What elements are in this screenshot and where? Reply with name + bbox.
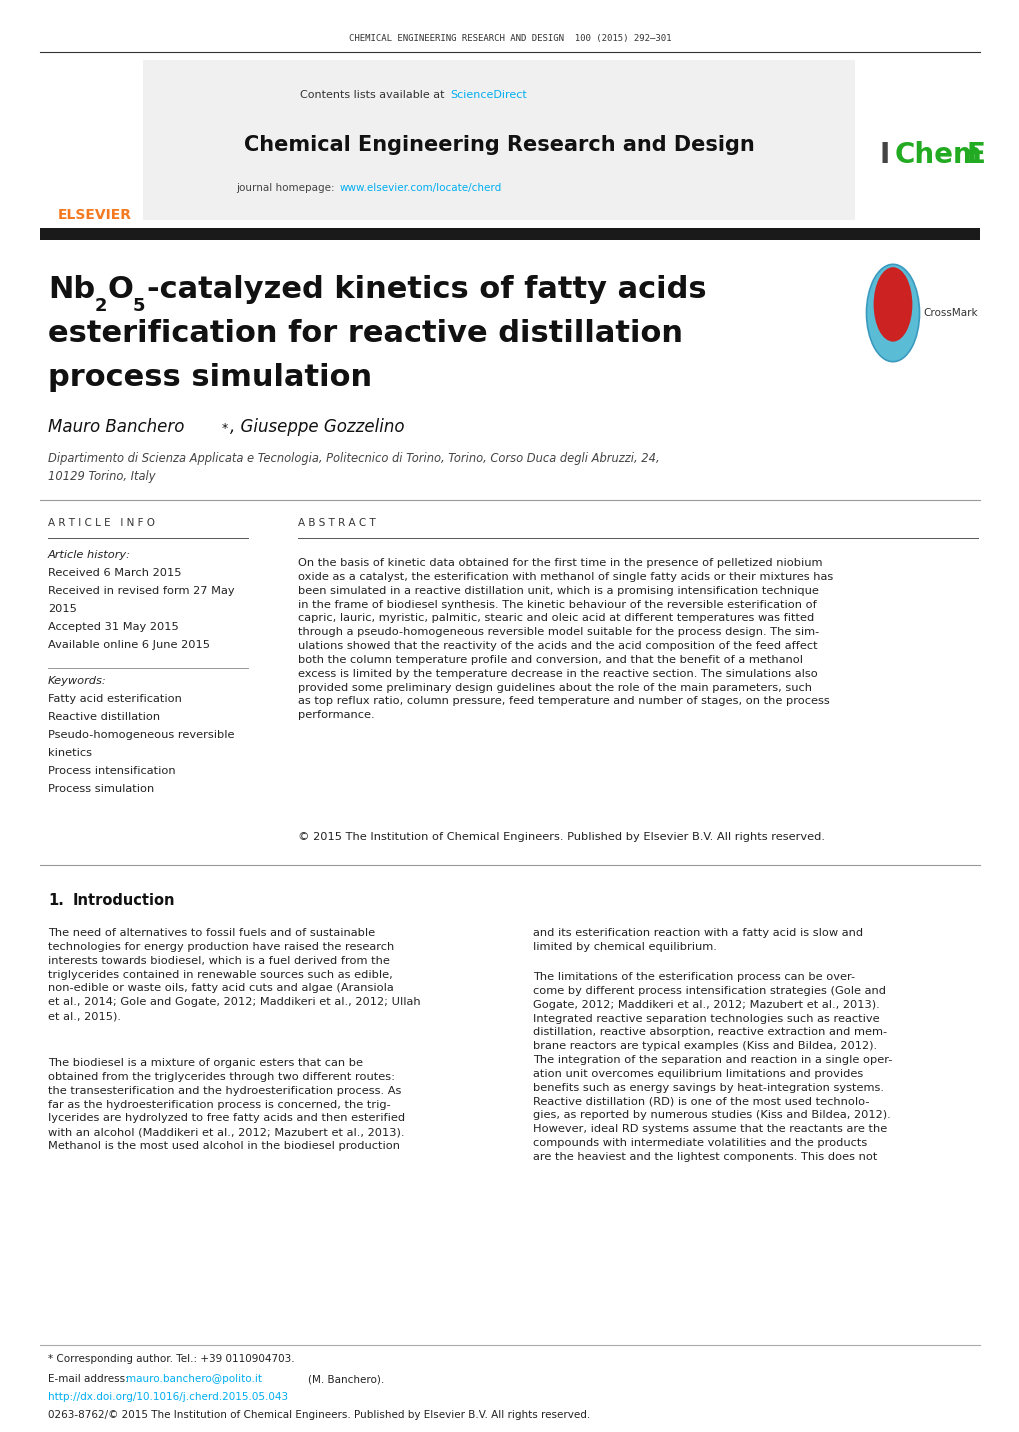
FancyBboxPatch shape bbox=[143, 60, 854, 221]
Text: and its esterification reaction with a fatty acid is slow and
limited by chemica: and its esterification reaction with a f… bbox=[533, 928, 862, 952]
Text: Contents lists available at: Contents lists available at bbox=[301, 90, 444, 100]
Text: E: E bbox=[966, 140, 985, 169]
Text: E-mail address:: E-mail address: bbox=[48, 1373, 128, 1383]
Text: © 2015 The Institution of Chemical Engineers. Published by Elsevier B.V. All rig: © 2015 The Institution of Chemical Engin… bbox=[298, 832, 824, 842]
Text: Pseudo-homogeneous reversible: Pseudo-homogeneous reversible bbox=[48, 730, 234, 740]
Text: mauro.banchero@polito.it: mauro.banchero@polito.it bbox=[126, 1373, 262, 1383]
Text: Process simulation: Process simulation bbox=[48, 783, 154, 793]
Text: kinetics: kinetics bbox=[48, 748, 92, 758]
Text: Chem: Chem bbox=[894, 140, 982, 169]
Ellipse shape bbox=[865, 265, 918, 362]
Text: 10129 Torino, Italy: 10129 Torino, Italy bbox=[48, 470, 155, 483]
Text: (M. Banchero).: (M. Banchero). bbox=[308, 1373, 384, 1383]
Text: * Corresponding author. Tel.: +39 0110904703.: * Corresponding author. Tel.: +39 011090… bbox=[48, 1355, 294, 1365]
Text: -catalyzed kinetics of fatty acids: -catalyzed kinetics of fatty acids bbox=[147, 275, 706, 304]
Text: On the basis of kinetic data obtained for the first time in the presence of pell: On the basis of kinetic data obtained fo… bbox=[298, 558, 833, 720]
Text: ELSEVIER: ELSEVIER bbox=[58, 208, 131, 222]
Text: process simulation: process simulation bbox=[48, 362, 372, 392]
Text: Dipartimento di Scienza Applicata e Tecnologia, Politecnico di Torino, Torino, C: Dipartimento di Scienza Applicata e Tecn… bbox=[48, 453, 659, 465]
Text: The biodiesel is a mixture of organic esters that can be
obtained from the trigl: The biodiesel is a mixture of organic es… bbox=[48, 1058, 405, 1151]
Text: Chemical Engineering Research and Design: Chemical Engineering Research and Design bbox=[244, 135, 754, 155]
Text: Mauro Banchero: Mauro Banchero bbox=[48, 418, 184, 435]
Text: 1.: 1. bbox=[48, 894, 64, 908]
Text: O: O bbox=[108, 275, 133, 304]
Text: www.elsevier.com/locate/cherd: www.elsevier.com/locate/cherd bbox=[339, 183, 501, 193]
Text: A B S T R A C T: A B S T R A C T bbox=[298, 518, 375, 528]
Text: Nb: Nb bbox=[48, 275, 95, 304]
Ellipse shape bbox=[872, 268, 911, 342]
Text: Introduction: Introduction bbox=[73, 894, 175, 908]
Bar bbox=[40, 228, 979, 241]
Text: The limitations of the esterification process can be over-
come by different pro: The limitations of the esterification pr… bbox=[533, 972, 892, 1161]
Text: Reactive distillation: Reactive distillation bbox=[48, 712, 160, 722]
Text: Process intensification: Process intensification bbox=[48, 766, 175, 776]
Text: , Giuseppe Gozzelino: , Giuseppe Gozzelino bbox=[229, 418, 405, 435]
Text: *: * bbox=[222, 422, 228, 435]
Text: CrossMark: CrossMark bbox=[922, 308, 977, 318]
Text: Received 6 March 2015: Received 6 March 2015 bbox=[48, 569, 181, 579]
Text: 0263-8762/© 2015 The Institution of Chemical Engineers. Published by Elsevier B.: 0263-8762/© 2015 The Institution of Chem… bbox=[48, 1411, 590, 1421]
Text: ScienceDirect: ScienceDirect bbox=[449, 90, 526, 100]
Text: The need of alternatives to fossil fuels and of sustainable
technologies for ene: The need of alternatives to fossil fuels… bbox=[48, 928, 420, 1021]
Text: 2015: 2015 bbox=[48, 604, 76, 614]
Text: esterification for reactive distillation: esterification for reactive distillation bbox=[48, 319, 683, 348]
Text: http://dx.doi.org/10.1016/j.cherd.2015.05.043: http://dx.doi.org/10.1016/j.cherd.2015.0… bbox=[48, 1392, 287, 1402]
Text: Keywords:: Keywords: bbox=[48, 676, 107, 686]
Text: Article history:: Article history: bbox=[48, 550, 130, 560]
Text: Available online 6 June 2015: Available online 6 June 2015 bbox=[48, 640, 210, 650]
Text: CHEMICAL ENGINEERING RESEARCH AND DESIGN  100 (2015) 292–301: CHEMICAL ENGINEERING RESEARCH AND DESIGN… bbox=[348, 33, 671, 43]
Text: journal homepage:: journal homepage: bbox=[236, 183, 334, 193]
Text: Accepted 31 May 2015: Accepted 31 May 2015 bbox=[48, 621, 178, 632]
Text: A R T I C L E   I N F O: A R T I C L E I N F O bbox=[48, 518, 155, 528]
Text: Received in revised form 27 May: Received in revised form 27 May bbox=[48, 586, 234, 596]
Text: 2: 2 bbox=[95, 296, 107, 315]
Text: I: I bbox=[879, 140, 890, 169]
Text: Fatty acid esterification: Fatty acid esterification bbox=[48, 695, 181, 705]
Text: 5: 5 bbox=[132, 296, 146, 315]
